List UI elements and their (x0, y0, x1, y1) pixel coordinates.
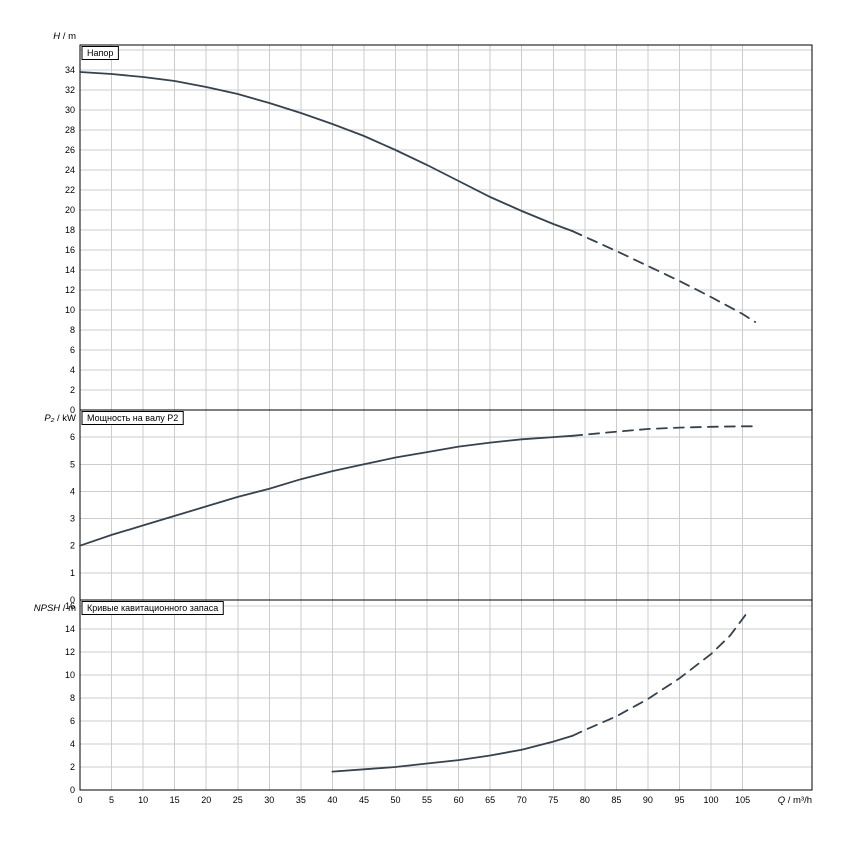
x-tick-label: 85 (611, 795, 621, 805)
head-ytick-label: 10 (65, 305, 75, 315)
head-ytick-label: 20 (65, 205, 75, 215)
x-tick-label: 30 (264, 795, 274, 805)
head-ytick-label: 6 (70, 345, 75, 355)
x-tick-label: 60 (454, 795, 464, 805)
npsh-axis-label: NPSH / m (34, 603, 76, 614)
power-title-box (81, 411, 184, 425)
head-ytick-label: 26 (65, 145, 75, 155)
x-tick-label: 15 (170, 795, 180, 805)
head-ytick-label: 28 (65, 125, 75, 135)
power-panel: 0 1 2 3 4 5 6 P₂ / kW Мощность на валу P2 (44, 409, 813, 605)
power-axis-label: P₂ / kW (44, 413, 76, 424)
power-frame (79, 409, 813, 601)
npsh-curve-solid (331, 735, 574, 773)
power-ytick-label: 2 (70, 541, 75, 551)
x-tick-label: 0 (77, 795, 82, 805)
x-tick-label: 10 (138, 795, 148, 805)
head-ytick-label: 32 (65, 85, 75, 95)
x-tick-label: 105 (735, 795, 750, 805)
head-ytick-label: 2 (70, 385, 75, 395)
npsh-title-box (81, 601, 224, 615)
npsh-ytick-label: 10 (65, 670, 75, 680)
npsh-frame (79, 599, 813, 791)
x-tick-label: 45 (359, 795, 369, 805)
power-ytick-label: 6 (70, 432, 75, 442)
x-tick-label: 90 (643, 795, 653, 805)
npsh-title: Кривые кавитационного запаса (87, 603, 218, 613)
power-ytick-label: 0 (70, 595, 75, 605)
power-ytick-label: 3 (70, 514, 75, 524)
head-title-box (81, 46, 119, 60)
head-ytick-label: 4 (70, 365, 75, 375)
x-tick-label: 40 (327, 795, 337, 805)
npsh-ytick-label: 0 (70, 785, 75, 795)
x-tick-label: 20 (201, 795, 211, 805)
head-ytick-label: 14 (65, 265, 75, 275)
x-axis: 0 5 10 15 20 25 30 35 40 45 50 55 60 65 70 75 80 85 90 95 10… (77, 795, 812, 806)
npsh-ytick-label: 6 (70, 716, 75, 726)
x-tick-label: 70 (517, 795, 527, 805)
head-curve-solid (79, 71, 574, 232)
head-curve-extrapolated (571, 230, 757, 323)
head-ytick-label: 30 (65, 105, 75, 115)
x-tick-label: 5 (109, 795, 114, 805)
head-ytick-label: 8 (70, 325, 75, 335)
npsh-ytick-label: 8 (70, 693, 75, 703)
head-ytick-label: 34 (65, 65, 75, 75)
x-tick-label: 75 (548, 795, 558, 805)
head-ytick-label: 24 (65, 165, 75, 175)
npsh-curve-extrapolated (571, 609, 750, 737)
power-curve-solid (79, 434, 574, 547)
head-ytick-label: 0 (70, 405, 75, 415)
head-ytick-label: 12 (65, 285, 75, 295)
x-tick-label: 95 (674, 795, 684, 805)
npsh-ytick-label: 12 (65, 647, 75, 657)
npsh-ytick-label: 16 (65, 601, 75, 611)
x-tick-label: 35 (296, 795, 306, 805)
head-ytick-label: 22 (65, 185, 75, 195)
power-ytick-label: 5 (70, 459, 75, 469)
head-frame (79, 44, 813, 411)
x-tick-label: 80 (580, 795, 590, 805)
npsh-ytick-label: 2 (70, 762, 75, 772)
x-axis-label: Q / m³/h (778, 795, 812, 806)
head-axis-label: H / m (53, 31, 76, 42)
x-tick-label: 100 (704, 795, 719, 805)
x-tick-label: 25 (233, 795, 243, 805)
power-curve-extrapolated (571, 425, 757, 437)
x-tick-label: 55 (422, 795, 432, 805)
power-ytick-label: 1 (70, 568, 75, 578)
npsh-ytick-label: 4 (70, 739, 75, 749)
npsh-ytick-label: 14 (65, 624, 75, 634)
head-title: Напор (87, 48, 113, 58)
x-tick-label: 65 (485, 795, 495, 805)
head-ytick-label: 18 (65, 225, 75, 235)
power-ytick-label: 4 (70, 486, 75, 496)
power-title: Мощность на валу P2 (87, 413, 178, 423)
x-tick-label: 50 (391, 795, 401, 805)
head-ytick-label: 16 (65, 245, 75, 255)
